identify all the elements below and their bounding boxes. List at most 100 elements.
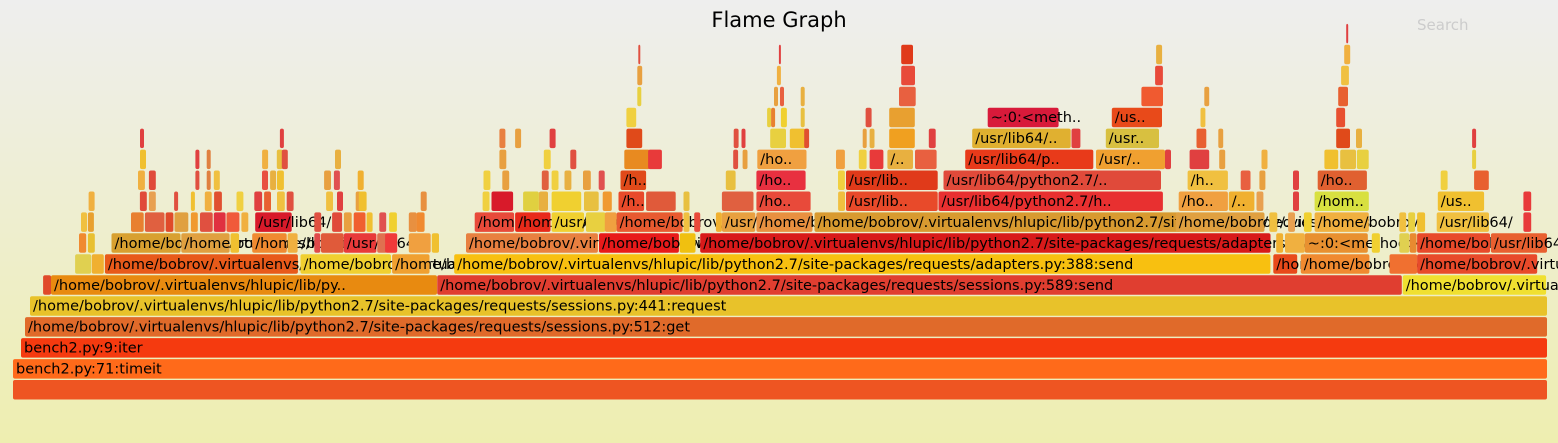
flame-frame-rect[interactable] xyxy=(626,107,637,128)
flame-frame-rect[interactable] xyxy=(262,149,269,170)
flame-frame[interactable] xyxy=(204,191,212,212)
flame-frame[interactable]: /home/bobrov/.virtualenvs/hlupic/lib/pyt… xyxy=(30,296,1547,316)
flame-frame-rect[interactable] xyxy=(564,170,572,191)
flame-frame[interactable] xyxy=(1356,128,1362,149)
flame-frame-rect[interactable] xyxy=(281,149,288,170)
flame-frame[interactable] xyxy=(551,191,582,212)
flame-frame-rect[interactable] xyxy=(541,170,549,191)
flame-frame[interactable] xyxy=(901,44,913,65)
flame-frame[interactable] xyxy=(715,212,722,232)
flame-frame[interactable] xyxy=(889,107,915,128)
flame-frame-rect[interactable] xyxy=(1303,212,1312,232)
flame-frame[interactable] xyxy=(262,170,268,191)
flame-frame[interactable]: /home/bobrov/ xyxy=(616,212,726,232)
flame-frame[interactable] xyxy=(337,191,343,212)
flame-frame[interactable]: /usr/lib64/python2.7/h.. xyxy=(938,191,1163,212)
flame-frame[interactable] xyxy=(1200,107,1206,128)
flame-frame-rect[interactable] xyxy=(466,233,598,253)
flame-frame-rect[interactable] xyxy=(887,149,913,170)
flame-frame-rect[interactable] xyxy=(1314,191,1369,212)
flame-frame-rect[interactable] xyxy=(190,191,195,212)
flame-frame[interactable] xyxy=(725,170,736,191)
flame-frame[interactable]: /usr/lib64/python2.7/.. xyxy=(943,170,1162,191)
flame-frame-rect[interactable] xyxy=(1417,212,1426,232)
flame-frame[interactable]: /usr.. xyxy=(1105,128,1159,149)
flame-frame[interactable]: /home/bobrov/.virtualenvs/hlupic xyxy=(104,254,348,274)
flame-frame[interactable] xyxy=(598,170,605,191)
flame-frame[interactable] xyxy=(638,44,641,65)
flame-frame[interactable]: /.. xyxy=(887,149,913,170)
flame-frame[interactable] xyxy=(287,233,298,253)
flame-frame[interactable] xyxy=(770,128,786,149)
flame-frame[interactable] xyxy=(281,149,288,170)
flame-frame-rect[interactable] xyxy=(700,233,1271,253)
flame-frame-rect[interactable] xyxy=(91,254,104,274)
flame-frame[interactable] xyxy=(901,65,915,86)
flame-frame-rect[interactable] xyxy=(1218,128,1224,149)
flame-frame[interactable] xyxy=(140,149,146,170)
flame-frame-rect[interactable] xyxy=(1288,212,1295,232)
flame-frame[interactable] xyxy=(353,212,366,232)
flame-frame[interactable]: /ho.. xyxy=(756,191,811,212)
flame-frame[interactable] xyxy=(200,212,213,232)
flame-frame[interactable] xyxy=(416,212,425,232)
flame-frame-rect[interactable] xyxy=(1276,233,1284,253)
flame-frame[interactable] xyxy=(236,191,244,212)
flame-frame[interactable] xyxy=(499,128,506,149)
flame-frame-rect[interactable] xyxy=(1178,191,1228,212)
flame-frame-rect[interactable] xyxy=(1338,86,1348,107)
flame-frame-rect[interactable] xyxy=(1165,149,1171,170)
flame-frame-rect[interactable] xyxy=(901,44,913,65)
flame-frame-rect[interactable] xyxy=(389,212,397,232)
flame-frame[interactable] xyxy=(543,149,551,170)
flame-frame[interactable]: /home/bobrov/.virtualenvs/hlupic/lib/pyt… xyxy=(25,317,1547,337)
flame-frame[interactable] xyxy=(551,170,559,191)
flame-frame-rect[interactable] xyxy=(551,191,582,212)
flame-frame-rect[interactable] xyxy=(1417,254,1538,274)
flame-frame[interactable] xyxy=(778,44,781,65)
flame-frame[interactable] xyxy=(195,170,200,191)
flame-frame-rect[interactable] xyxy=(264,191,271,212)
flame-frame-rect[interactable] xyxy=(1175,212,1265,232)
flame-frame-rect[interactable] xyxy=(1187,170,1228,191)
flame-frame-rect[interactable] xyxy=(585,212,606,232)
flame-frame[interactable] xyxy=(408,212,417,232)
flame-frame[interactable]: /ho.. xyxy=(1317,170,1367,191)
flame-frame-rect[interactable] xyxy=(1417,233,1490,253)
flame-frame-rect[interactable] xyxy=(1156,44,1163,65)
flame-frame-rect[interactable] xyxy=(499,128,506,149)
flame-frame-rect[interactable] xyxy=(1261,149,1268,170)
flame-frame-rect[interactable] xyxy=(1474,170,1489,191)
flame-frame-rect[interactable] xyxy=(482,191,490,212)
flame-frame[interactable]: /ho.. xyxy=(756,170,806,191)
flame-frame-rect[interactable] xyxy=(637,65,643,86)
flame-frame-rect[interactable] xyxy=(254,191,263,212)
flame-frame[interactable] xyxy=(733,149,739,170)
flame-frame-rect[interactable] xyxy=(1071,128,1081,149)
flame-frame[interactable] xyxy=(637,65,643,86)
flame-frame[interactable] xyxy=(1523,212,1532,232)
flame-frame[interactable] xyxy=(742,149,748,170)
flame-frame[interactable]: /usr/lib64/ xyxy=(1436,212,1513,232)
flame-frame-rect[interactable] xyxy=(213,212,226,232)
flame-frame[interactable]: /home/bobrov/ xyxy=(1314,212,1424,232)
flame-frame[interactable] xyxy=(1219,149,1226,170)
flame-frame[interactable] xyxy=(1338,86,1348,107)
flame-frame-rect[interactable] xyxy=(1259,170,1266,191)
flame-frame[interactable] xyxy=(1141,86,1163,107)
flame-frame[interactable] xyxy=(858,149,867,170)
flame-frame-rect[interactable] xyxy=(1440,170,1448,191)
flame-frame-rect[interactable] xyxy=(416,212,425,232)
flame-frame[interactable] xyxy=(836,149,845,170)
flame-frame-rect[interactable] xyxy=(780,86,784,107)
flame-frame-rect[interactable] xyxy=(236,191,244,212)
flame-frame-rect[interactable] xyxy=(104,254,298,274)
flame-frame[interactable]: ~:0:<method> xyxy=(1304,233,1419,253)
flame-frame[interactable] xyxy=(91,254,104,274)
flame-frame-rect[interactable] xyxy=(25,317,1547,337)
flame-frame[interactable]: /usr/lib64/p.. xyxy=(965,149,1094,170)
flame-frame-rect[interactable] xyxy=(1111,107,1162,128)
flame-frame[interactable] xyxy=(1371,233,1380,253)
flame-frame[interactable] xyxy=(1409,233,1417,253)
flame-frame[interactable] xyxy=(81,212,87,232)
